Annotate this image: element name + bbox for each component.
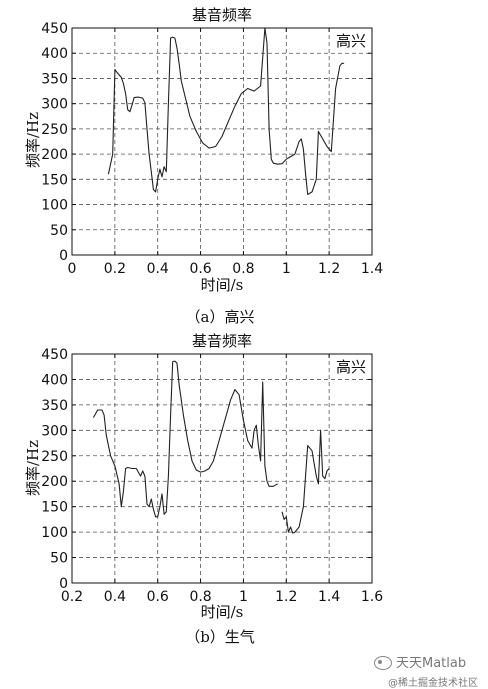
y-tick-label: 0 <box>59 576 68 592</box>
chart-b-ticks <box>71 353 373 584</box>
x-tick-label: 1.2 <box>275 589 297 605</box>
x-tick-label: 1.4 <box>361 261 383 277</box>
chart-a-legend-label: 高兴 <box>336 32 366 50</box>
x-tick-label: 1 <box>239 589 248 605</box>
x-tick-label: 0.8 <box>232 261 254 277</box>
x-tick-label: 1.4 <box>318 589 340 605</box>
chart-a-series <box>107 27 345 196</box>
pitch-series-line-1 <box>107 27 287 193</box>
pitch-series-line-1 <box>92 360 278 518</box>
watermark-subtitle: @稀土掘金技术社区 <box>388 678 478 689</box>
chart-b-xlabel: 时间/s <box>201 603 244 621</box>
y-tick-label: 100 <box>41 198 68 214</box>
chart-a-frame <box>71 27 373 256</box>
chart-b-tick-labels: 0.2 0.4 0.6 0.8 1 1.2 1.4 1.6 0 50 100 150 200 250 300… <box>41 347 383 605</box>
y-tick-label: 150 <box>41 500 68 516</box>
watermark-name: 天天Matlab <box>396 656 467 671</box>
x-tick-label: 0.8 <box>189 589 211 605</box>
chart-b-series <box>92 360 330 534</box>
y-tick-label: 200 <box>41 147 68 163</box>
y-tick-label: 450 <box>41 21 68 37</box>
y-tick-label: 50 <box>50 223 68 239</box>
y-tick-label: 400 <box>41 46 68 62</box>
pitch-series-line-2 <box>281 429 330 534</box>
x-tick-label: 1 <box>282 261 291 277</box>
chart-b-legend-label: 高兴 <box>336 358 366 376</box>
y-tick-label: 50 <box>50 551 68 567</box>
chart-a-caption: （a）高兴 <box>186 308 255 326</box>
x-tick-label: 0.2 <box>104 261 126 277</box>
chart-a-grid <box>72 28 372 255</box>
y-tick-label: 350 <box>41 398 68 414</box>
y-tick-label: 250 <box>41 449 68 465</box>
x-tick-label: 1.2 <box>318 261 340 277</box>
y-tick-label: 450 <box>41 347 68 363</box>
x-tick-label: 0.4 <box>147 261 169 277</box>
chart-b-title: 基音频率 <box>192 332 252 350</box>
chart-b-frame <box>71 353 373 584</box>
y-tick-label: 350 <box>41 71 68 87</box>
chart-a-ylabel: 频率/Hz <box>24 112 42 168</box>
chart-a-xlabel: 时间/s <box>201 276 244 294</box>
chart-a-title: 基音频率 <box>192 6 252 24</box>
chart-a-tick-labels: 0 0.2 0.4 0.6 0.8 1 1.2 1.4 0 50 100 150 200 250 300 35… <box>41 21 383 277</box>
chart-b: 基音频率 0.2 0.4 0.6 0.8 1 1.2 1.4 1.6 0 50 100 150 200 2… <box>24 332 383 646</box>
x-tick-label: 0.4 <box>104 589 126 605</box>
chart-b-caption: （b）生气 <box>185 628 255 646</box>
chart-a-ticks <box>71 27 373 256</box>
y-tick-label: 300 <box>41 423 68 439</box>
chart-a: 基音频率 0 0.2 0.4 0.6 0.8 1 1.2 1.4 0 50 100 150 200 250… <box>24 6 383 326</box>
y-tick-label: 400 <box>41 372 68 388</box>
y-tick-label: 250 <box>41 122 68 138</box>
y-tick-label: 150 <box>41 172 68 188</box>
figure: 基音频率 0 0.2 0.4 0.6 0.8 1 1.2 1.4050100150200250… <box>24 6 383 646</box>
x-tick-label: 1.6 <box>361 589 383 605</box>
y-tick-label: 100 <box>41 525 68 541</box>
pitch-series-line-2 <box>286 62 345 196</box>
x-tick-label: 0.6 <box>147 589 169 605</box>
x-tick-label: 0 <box>68 261 77 277</box>
y-tick-label: 300 <box>41 97 68 113</box>
chart-b-grid <box>72 354 372 583</box>
x-tick-label: 0.6 <box>189 261 211 277</box>
y-tick-label: 0 <box>59 248 68 264</box>
y-tick-label: 200 <box>41 474 68 490</box>
wechat-icon <box>374 656 392 670</box>
chart-b-ylabel: 频率/Hz <box>24 440 42 496</box>
x-tick-label: 0.2 <box>61 589 83 605</box>
